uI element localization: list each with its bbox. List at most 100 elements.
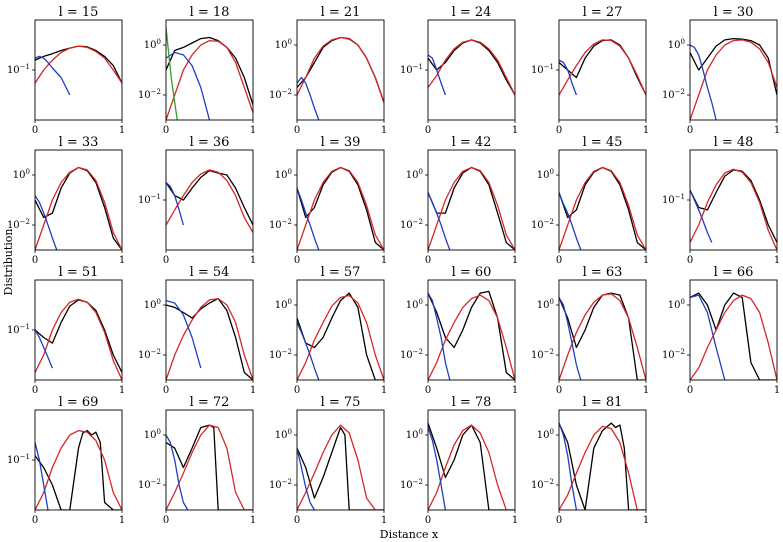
series-line (297, 187, 320, 250)
axes-frame (296, 149, 385, 251)
y-tick-label: 100 (275, 428, 292, 441)
subplot-title: l = 33 (59, 135, 99, 150)
x-tick-label: 1 (250, 255, 256, 266)
axes-frame (34, 19, 123, 121)
series-line (690, 294, 777, 380)
series-line (297, 447, 315, 510)
subplot: l = 45 0 1 100 10−2 (531, 135, 649, 266)
subplot: l = 54 0 1 100 10−2 (138, 265, 256, 396)
x-tick-label: 1 (512, 385, 518, 396)
y-tick-label: 100 (144, 428, 161, 441)
series-line (690, 189, 713, 243)
y-tick-label: 10−2 (269, 218, 292, 231)
y-tick-label: 10−2 (531, 348, 554, 361)
subplot: l = 39 0 1 100 10−2 (269, 135, 387, 266)
axes-frame (296, 19, 385, 121)
x-tick-label: 1 (250, 385, 256, 396)
subplot: l = 15 0 1 10−1 (7, 5, 125, 136)
series-line (690, 168, 777, 250)
x-tick-label: 1 (512, 255, 518, 266)
series-line (690, 294, 726, 380)
subplot-title: l = 54 (190, 265, 230, 280)
series-line (35, 429, 122, 510)
x-tick-label: 0 (687, 125, 693, 136)
series-line (690, 169, 777, 243)
series-line (35, 299, 122, 373)
axes-frame (558, 409, 647, 511)
series-line (559, 166, 646, 250)
x-tick-label: 1 (381, 255, 387, 266)
subplot-title: l = 39 (321, 135, 361, 150)
series-line (428, 166, 515, 250)
x-tick-label: 0 (425, 125, 431, 136)
series-line (297, 166, 384, 250)
x-tick-label: 1 (774, 125, 780, 136)
subplot-title: l = 45 (583, 135, 623, 150)
y-tick-label: 100 (275, 38, 292, 51)
y-tick-label: 10−1 (662, 193, 685, 206)
series-line (559, 422, 646, 510)
y-tick-label: 10−2 (269, 348, 292, 361)
series-line (35, 166, 122, 250)
y-tick-label: 10−2 (138, 478, 161, 491)
y-tick-label: 10−2 (400, 478, 423, 491)
subplot-title: l = 72 (190, 395, 230, 410)
subplot: l = 42 0 1 100 10−2 (400, 135, 518, 266)
y-tick-label: 10−2 (400, 218, 423, 231)
y-tick-label: 10−2 (138, 348, 161, 361)
x-tick-label: 0 (32, 385, 38, 396)
series-line (166, 299, 202, 369)
series-line (297, 166, 384, 250)
series-line (559, 39, 646, 96)
subplot-title: l = 60 (452, 265, 492, 280)
axes-frame (165, 409, 254, 511)
series-line (166, 51, 211, 120)
x-tick-label: 1 (119, 255, 125, 266)
x-tick-label: 1 (381, 385, 387, 396)
series-line (559, 166, 646, 250)
x-tick-label: 0 (294, 125, 300, 136)
subplot-title: l = 36 (190, 135, 230, 150)
axes-frame (689, 149, 778, 251)
series-line (166, 39, 253, 120)
x-tick-label: 1 (381, 515, 387, 526)
figure-ylabel: Distribution (2, 229, 15, 296)
subplot: l = 36 0 1 10−1 (138, 135, 256, 266)
subplot-title: l = 30 (714, 5, 754, 20)
subplot-title: l = 63 (583, 265, 623, 280)
subplot: l = 21 0 1 100 10−2 (269, 5, 387, 136)
subplot: l = 48 0 1 10−1 (662, 135, 780, 266)
axes-frame (558, 149, 647, 251)
series-line (35, 195, 58, 250)
x-tick-label: 0 (32, 515, 38, 526)
series-line (35, 329, 54, 369)
x-tick-label: 0 (556, 515, 562, 526)
subplot: l = 81 0 1 100 10−2 (531, 395, 649, 526)
axes-frame (427, 149, 516, 251)
subplot-title: l = 81 (583, 395, 623, 410)
y-tick-label: 10−2 (531, 478, 554, 491)
series-line (297, 424, 384, 510)
subplot: l = 57 0 1 100 10−2 (269, 265, 387, 396)
axes-frame (427, 409, 516, 511)
subplot-title: l = 75 (321, 395, 361, 410)
series-line (428, 192, 451, 250)
series-line (559, 293, 646, 380)
series-line (428, 424, 515, 510)
axes-frame (558, 19, 647, 121)
y-tick-label: 10−1 (7, 453, 30, 466)
series-line (428, 427, 447, 510)
y-tick-label: 100 (144, 38, 161, 51)
subplot: l = 30 0 1 100 10−2 (662, 5, 780, 136)
y-tick-label: 100 (406, 428, 423, 441)
subplot-title: l = 24 (452, 5, 492, 20)
series-line (559, 59, 578, 96)
subplot: l = 51 0 1 10−1 (7, 265, 125, 396)
series-line (297, 322, 320, 380)
series-line (428, 166, 515, 250)
series-line (559, 422, 578, 510)
subplot-title: l = 21 (321, 5, 361, 20)
y-tick-label: 100 (144, 298, 161, 311)
axes-frame (165, 279, 254, 381)
x-tick-label: 1 (119, 125, 125, 136)
